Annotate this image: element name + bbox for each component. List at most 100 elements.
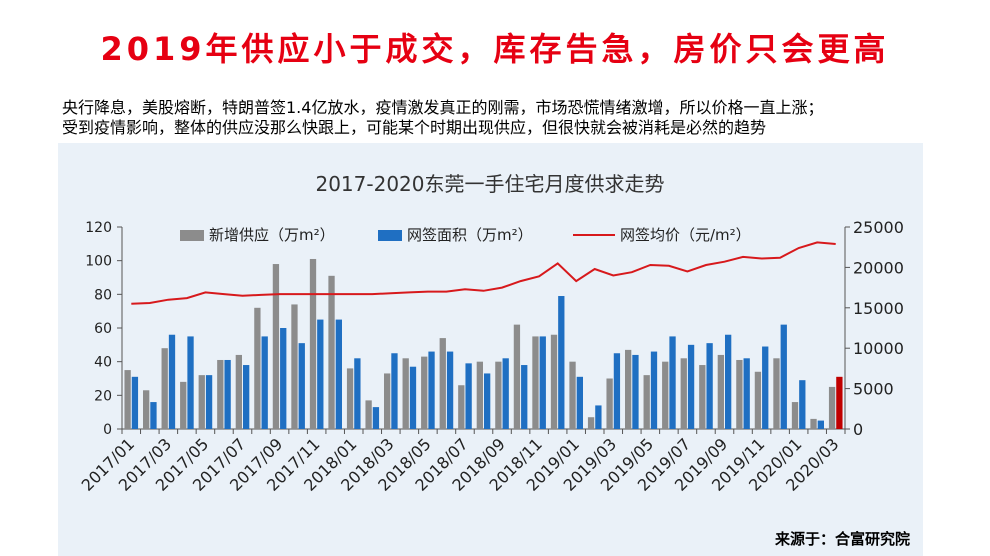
bar-new-supply (754, 371, 762, 429)
legend-label-online-sales: 网签面积（万m²） (407, 226, 533, 244)
description-line-1: 央行降息，美股熔断，特朗普签1.4亿放水，疫情激发真正的刚需，市场恐慌情绪激增，… (62, 98, 824, 117)
bar-new-supply (439, 338, 446, 429)
bar-online-sales (799, 380, 806, 429)
bar-online-sales (446, 351, 454, 429)
bar-new-supply (384, 373, 391, 429)
bar-new-supply (773, 358, 780, 429)
bar-online-sales (243, 365, 250, 429)
bar-new-supply (643, 375, 650, 429)
chart-title: 2017-2020东莞一手住宅月度供求走势 (315, 172, 664, 196)
bar-online-sales (687, 344, 695, 429)
bar-online-sales (725, 334, 732, 429)
left-axis-tick-label: 0 (103, 422, 112, 438)
bar-new-supply (550, 334, 558, 429)
legend-swatch-new-supply (180, 230, 204, 241)
bar-new-supply (217, 359, 224, 429)
chart: 2017-2020东莞一手住宅月度供求走势 0 20 40 60 80 100 120 0 500… (78, 172, 904, 495)
left-axis-tick-label: 20 (94, 388, 112, 404)
bar-new-supply (198, 375, 205, 429)
bar-new-supply (699, 365, 706, 429)
bar-online-sales (780, 324, 787, 429)
left-axis-tick-label: 100 (85, 254, 112, 270)
bar-new-supply (476, 361, 483, 429)
bar-online-sales (484, 373, 491, 429)
bar-new-supply (180, 381, 187, 429)
bar-online-sales-highlight (836, 376, 843, 429)
source-note: 来源于：合富研究院 (775, 530, 911, 548)
bar-new-supply (143, 390, 150, 429)
bar-new-supply (254, 307, 261, 429)
bar-new-supply (513, 324, 521, 429)
bar-online-sales (298, 343, 305, 429)
left-axis-tick-label: 80 (94, 287, 112, 303)
bar-online-sales (706, 343, 713, 429)
bar-new-supply (421, 356, 428, 429)
bar-new-supply (606, 378, 613, 429)
slide-description: 央行降息，美股熔断，特朗普签1.4亿放水，疫情激发真正的刚需，市场恐慌情绪激增，… (62, 98, 962, 138)
bar-online-sales (576, 376, 583, 429)
right-axis-tick-label: 10000 (853, 339, 904, 358)
bar-new-supply (810, 418, 817, 429)
bar-new-supply (402, 358, 409, 429)
bar-online-sales (762, 346, 769, 429)
bar-online-sales (372, 407, 380, 429)
bar-new-supply (791, 402, 799, 429)
bar-new-supply (124, 370, 131, 429)
right-axis-tick-label: 0 (853, 420, 863, 439)
bar-new-supply (365, 400, 372, 429)
line-avg-price (131, 241, 836, 305)
bar-new-supply (458, 385, 465, 429)
bar-online-sales (817, 420, 824, 429)
right-axis-tick-label: 25000 (853, 218, 904, 237)
bar-online-sales (280, 328, 287, 429)
bar-online-sales (632, 354, 639, 429)
right-axis-tick-label: 20000 (853, 258, 904, 277)
slide-title: 2019年供应小于成交，库存告急，房价只会更高 (100, 30, 890, 68)
bar-new-supply (532, 336, 539, 429)
bar-new-supply (625, 349, 632, 429)
bar-new-supply (569, 361, 576, 429)
bar-new-supply (346, 368, 354, 429)
bar-online-sales (558, 296, 565, 429)
bar-online-sales (354, 358, 361, 429)
bar-online-sales (150, 402, 157, 429)
bar-online-sales (428, 351, 435, 429)
bar-online-sales (335, 319, 342, 429)
bar-online-sales (224, 359, 231, 429)
bar-online-sales (409, 366, 417, 429)
right-axis-tick-label: 15000 (853, 299, 904, 318)
bar-new-supply (328, 275, 335, 429)
bar-new-supply (495, 361, 502, 429)
bar-online-sales (465, 363, 472, 429)
bar-online-sales (205, 375, 213, 429)
bar-new-supply (828, 386, 836, 429)
bar-online-sales (650, 351, 658, 429)
bar-new-supply (680, 358, 687, 429)
bar-online-sales (168, 334, 176, 429)
left-axis-tick-label: 40 (94, 355, 112, 371)
bar-new-supply (272, 264, 280, 429)
bar-new-supply (587, 417, 595, 429)
bar-new-supply (736, 359, 743, 429)
bar-new-supply (309, 258, 317, 429)
bar-new-supply (161, 348, 168, 429)
legend-label-avg-price: 网签均价（元/m²） (620, 226, 751, 244)
description-line-2: 受到疫情影响，整体的供应没那么快跟上，可能某个时期出现供应，但很快就会被消耗是必… (62, 118, 767, 137)
bar-online-sales (391, 353, 398, 429)
bar-online-sales (521, 365, 528, 429)
bar-online-sales (187, 336, 194, 429)
bar-online-sales (539, 336, 546, 429)
right-axis-tick-label: 5000 (853, 380, 894, 399)
bar-new-supply (235, 354, 242, 429)
bar-new-supply (717, 354, 724, 429)
bar-online-sales (595, 405, 602, 429)
bar-online-sales (261, 336, 268, 429)
legend-label-new-supply: 新增供应（万m²） (209, 226, 335, 244)
left-axis-tick-label: 120 (85, 220, 112, 236)
bar-online-sales (131, 376, 139, 429)
bar-online-sales (613, 353, 621, 429)
bar-new-supply (662, 361, 669, 429)
legend-swatch-online-sales (378, 230, 402, 241)
left-axis-tick-label: 60 (94, 321, 112, 337)
bar-online-sales (502, 358, 509, 429)
